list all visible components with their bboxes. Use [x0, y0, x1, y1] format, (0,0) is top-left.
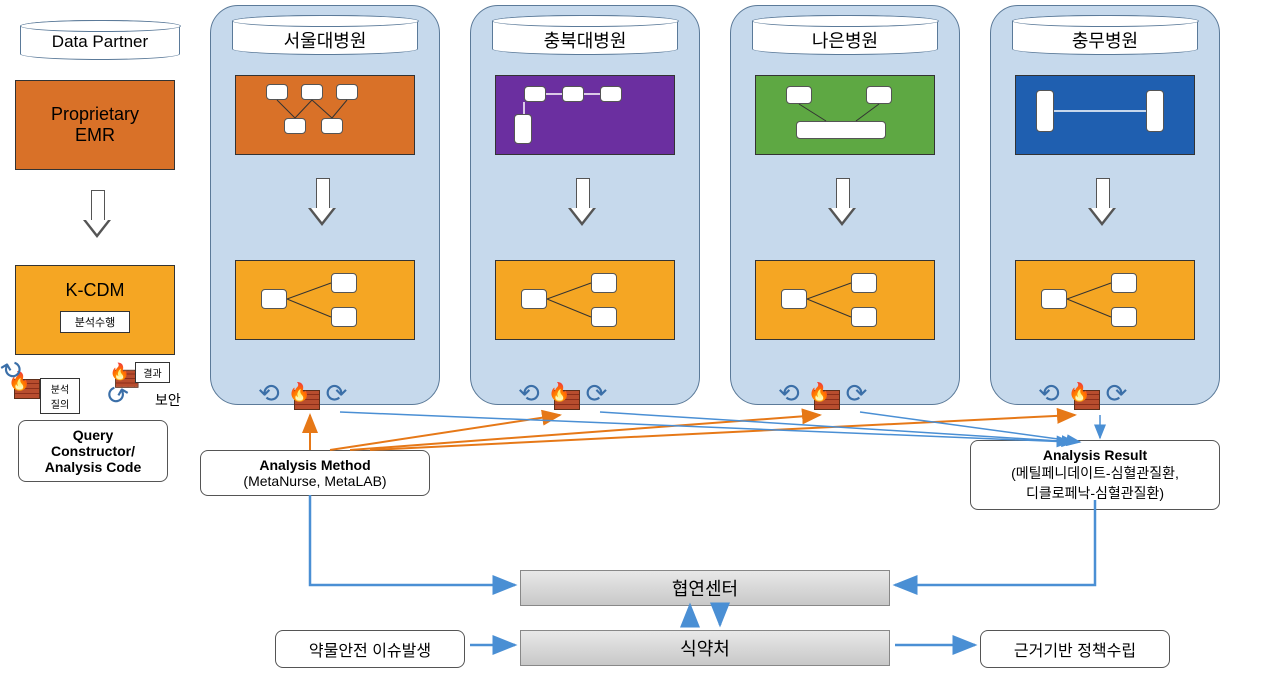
hospital-4-cycle: ⟲ — [1038, 378, 1060, 409]
hospital-1-cycle2: ⟲ — [326, 378, 348, 409]
hospital-1-cycle: ⟲ — [258, 378, 280, 409]
center-2-bar: 식약처 — [520, 630, 890, 666]
query-constructor-box: Query Constructor/ Analysis Code — [18, 420, 168, 482]
hospital-3-name: 나은병원 — [753, 27, 937, 53]
hospital-3-arrow — [830, 178, 854, 228]
hospital-2-kcdm — [495, 260, 675, 340]
security-label: 보안 — [155, 390, 181, 410]
kcdm-box: K-CDM 분석수행 — [15, 265, 175, 355]
analysis-method-box: Analysis Method (MetaNurse, MetaLAB) — [200, 450, 430, 496]
hospital-3-cycle2: ⟲ — [846, 378, 868, 409]
kcdm-label: K-CDM — [16, 266, 174, 301]
data-partner-cylinder: Data Partner — [20, 20, 180, 60]
hospital-3-kcdm — [755, 260, 935, 340]
hospital-4-cylinder: 충무병원 — [1012, 15, 1198, 55]
hospital-1-name: 서울대병원 — [233, 27, 417, 53]
hospital-1-firewall: 🔥 — [290, 386, 320, 410]
center-1-bar: 협연센터 — [520, 570, 890, 606]
hospital-4-emr — [1015, 75, 1195, 155]
hospital-4-arrow — [1090, 178, 1114, 228]
hospital-1-arrow — [310, 178, 334, 228]
policy-box: 근거기반 정책수립 — [980, 630, 1170, 668]
hospital-4-kcdm — [1015, 260, 1195, 340]
hospital-2-name: 충북대병원 — [493, 27, 677, 53]
arrow-emr-to-kcdm — [85, 190, 109, 240]
drug-safety-box: 약물안전 이슈발생 — [275, 630, 465, 668]
hospital-2-arrow — [570, 178, 594, 228]
hospital-4-cycle2: ⟲ — [1106, 378, 1128, 409]
kcdm-sub-box: 분석수행 — [60, 311, 130, 333]
proprietary-emr-box: Proprietary EMR — [15, 80, 175, 170]
hospital-2-emr — [495, 75, 675, 155]
hospital-2-firewall: 🔥 — [550, 386, 580, 410]
hospital-4-firewall: 🔥 — [1070, 386, 1100, 410]
hospital-3-emr — [755, 75, 935, 155]
hospital-1-cylinder: 서울대병원 — [232, 15, 418, 55]
hospital-1-kcdm — [235, 260, 415, 340]
hospital-2-cylinder: 충북대병원 — [492, 15, 678, 55]
data-partner-label: Data Partner — [21, 32, 179, 52]
hospital-2-cycle2: ⟲ — [586, 378, 608, 409]
analysis-result-box: Analysis Result (메틸페니데이트-심혈관질환, 디클로페낙-심혈… — [970, 440, 1220, 510]
analysis-result-title: Analysis Result — [983, 447, 1207, 463]
hospital-2-cycle: ⟲ — [518, 378, 540, 409]
analysis-method-sub: (MetaNurse, MetaLAB) — [213, 473, 417, 489]
analysis-result-sub: (메틸페니데이트-심혈관질환, 디클로페낙-심혈관질환) — [983, 463, 1207, 503]
emr-label: Proprietary EMR — [51, 104, 139, 146]
hospital-4-name: 충무병원 — [1013, 27, 1197, 53]
result-box: 결과 — [135, 362, 170, 383]
hospital-3-cycle: ⟲ — [778, 378, 800, 409]
analysis-method-title: Analysis Method — [213, 457, 417, 473]
analysis-query-box: 분석 질의 — [40, 378, 80, 414]
hospital-3-cylinder: 나은병원 — [752, 15, 938, 55]
hospital-1-emr — [235, 75, 415, 155]
hospital-3-firewall: 🔥 — [810, 386, 840, 410]
